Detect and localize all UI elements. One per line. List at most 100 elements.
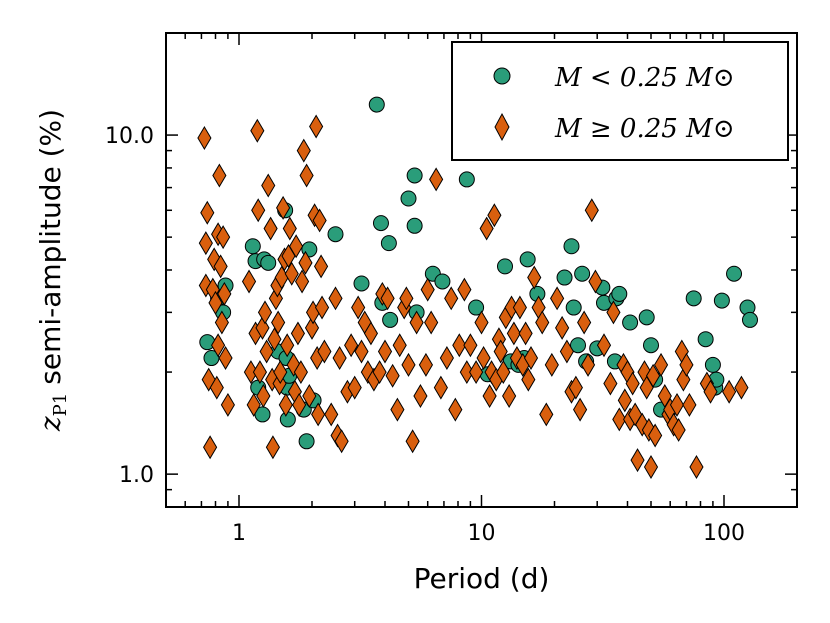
legend-label-high-mass: M ≥ 0.25 M⊙ xyxy=(554,114,735,144)
svg-text:zP1semi-amplitude (%): zP1 semi-amplitude (%) xyxy=(34,109,71,432)
data-point-circle xyxy=(611,285,628,302)
data-point-diamond xyxy=(280,333,295,358)
legend-box xyxy=(451,41,789,161)
data-point-diamond xyxy=(390,397,405,422)
data-point-circle xyxy=(519,251,536,268)
x-tick-label: 100 xyxy=(703,521,745,546)
data-point-circle xyxy=(406,167,423,184)
data-point-circle xyxy=(380,235,397,252)
data-point-circle xyxy=(574,265,591,282)
data-point-diamond xyxy=(251,198,266,223)
data-point-circle xyxy=(726,265,743,282)
data-point-diamond xyxy=(212,163,227,188)
data-point-diamond xyxy=(334,429,349,454)
data-point-circle xyxy=(685,290,702,307)
data-point-diamond xyxy=(648,423,663,448)
data-point-circle xyxy=(400,190,417,207)
data-point-circle xyxy=(741,311,758,328)
data-point-diamond xyxy=(213,254,228,279)
data-point-diamond xyxy=(284,261,299,286)
data-point-diamond xyxy=(276,195,291,220)
data-point-diamond xyxy=(474,310,489,335)
data-point-diamond xyxy=(535,310,550,335)
data-point-diamond xyxy=(246,392,261,417)
data-point-circle xyxy=(353,275,370,292)
data-point-diamond xyxy=(261,173,276,198)
data-point-diamond xyxy=(214,310,229,335)
data-point-diamond xyxy=(469,360,484,385)
data-point-diamond xyxy=(429,167,444,192)
legend-marker-circle xyxy=(493,67,511,85)
data-point-diamond xyxy=(380,286,395,311)
data-point-diamond xyxy=(208,290,223,315)
data-point-circle xyxy=(244,238,261,255)
data-point-diamond xyxy=(433,375,448,400)
data-point-diamond xyxy=(405,429,420,454)
data-point-diamond xyxy=(278,392,293,417)
data-point-circle xyxy=(368,96,385,113)
data-point-diamond xyxy=(606,300,621,325)
data-point-diamond xyxy=(399,286,414,311)
data-point-diamond xyxy=(211,333,226,358)
data-point-diamond xyxy=(476,346,491,371)
x-tick-labels: 1 10 100 xyxy=(232,521,745,546)
data-point-diamond xyxy=(559,339,574,364)
y-axis-label-text: semi-amplitude (%) xyxy=(34,109,67,385)
data-point-diamond xyxy=(452,333,467,358)
data-point-circle xyxy=(556,269,573,286)
data-point-diamond xyxy=(311,402,326,427)
data-point-diamond xyxy=(568,375,583,400)
data-point-diamond xyxy=(344,333,359,358)
data-point-diamond xyxy=(332,346,347,371)
data-point-diamond xyxy=(463,333,478,358)
y-tick-labels: 1.0 10.0 xyxy=(105,124,154,488)
data-point-diamond xyxy=(682,392,697,417)
data-point-diamond xyxy=(328,286,343,311)
data-point-diamond xyxy=(296,138,311,163)
data-point-diamond xyxy=(679,352,694,377)
data-point-diamond xyxy=(588,269,603,294)
data-point-diamond xyxy=(482,384,497,408)
data-point-circle xyxy=(565,299,582,316)
data-point-diamond xyxy=(539,402,554,427)
data-point-circle xyxy=(327,226,344,243)
y-tick-label: 1.0 xyxy=(119,463,154,488)
data-point-circle xyxy=(279,411,296,428)
data-point-diamond xyxy=(347,375,362,400)
data-point-diamond xyxy=(550,286,565,311)
data-point-diamond xyxy=(703,379,718,404)
data-point-circle xyxy=(704,356,721,373)
data-point-diamond xyxy=(420,277,435,302)
data-point-circle xyxy=(434,273,451,290)
data-point-diamond xyxy=(273,360,288,385)
data-point-diamond xyxy=(203,435,218,460)
data-point-circle xyxy=(260,254,277,271)
data-point-diamond xyxy=(263,216,278,241)
data-point-circle xyxy=(382,311,399,328)
legend-label-low-mass: M < 0.25 M⊙ xyxy=(554,63,735,93)
data-point-diamond xyxy=(363,321,379,346)
data-point-diamond xyxy=(544,352,559,377)
data-point-diamond xyxy=(643,454,659,479)
data-point-diamond xyxy=(523,346,539,371)
data-point-diamond xyxy=(218,346,233,371)
data-point-diamond xyxy=(292,392,307,417)
data-point-circle xyxy=(638,309,655,326)
data-point-diamond xyxy=(401,352,416,377)
data-point-diamond xyxy=(439,346,454,371)
data-point-diamond xyxy=(722,379,737,404)
legend-marker-diamond xyxy=(494,112,510,142)
data-point-diamond xyxy=(527,265,542,290)
data-point-diamond xyxy=(313,254,329,279)
axis-ticks xyxy=(165,32,798,508)
data-point-diamond xyxy=(584,198,599,223)
data-point-diamond xyxy=(257,300,273,325)
y-axis-label: zP1 semi-amplitude (%) xyxy=(34,109,71,432)
data-point-diamond xyxy=(302,384,317,408)
data-point-circle xyxy=(468,299,485,316)
x-tick-label: 1 xyxy=(232,521,246,546)
data-point-diamond xyxy=(282,216,297,241)
data-point-diamond xyxy=(216,225,231,250)
data-point-diamond xyxy=(314,295,330,320)
data-point-diamond xyxy=(289,234,304,259)
